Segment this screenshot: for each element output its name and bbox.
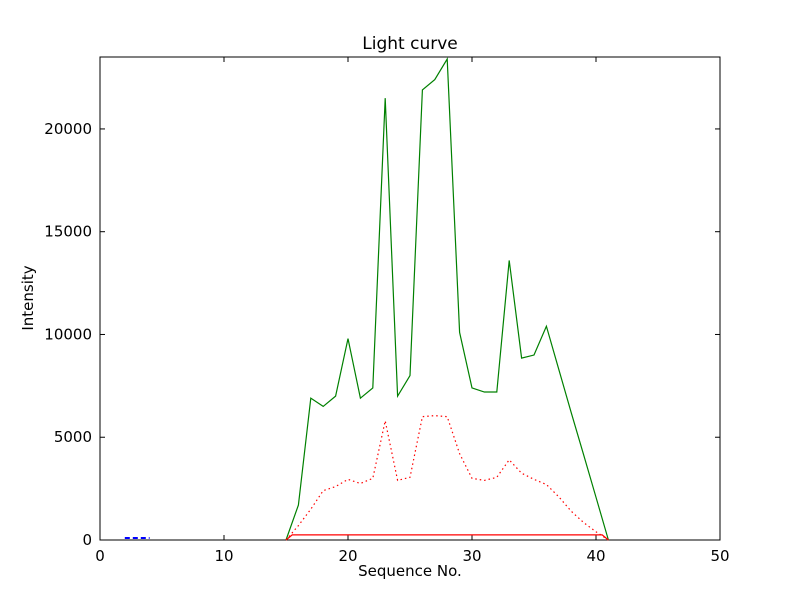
y-tick-label: 15000 (44, 223, 92, 241)
chart-title: Light curve (362, 34, 458, 54)
y-tick-label: 10000 (44, 325, 92, 343)
axes-frame (99, 56, 721, 541)
y-tick-label: 20000 (44, 120, 92, 138)
y-tick-label: 5000 (54, 428, 92, 446)
x-axis-label: Sequence No. (358, 562, 462, 580)
x-tick-label: 0 (95, 547, 105, 565)
series-secondary-light-curve-dotted (285, 415, 609, 541)
x-tick-label: 30 (462, 547, 481, 565)
y-tick-label: 0 (82, 531, 92, 549)
x-tick-label: 50 (710, 547, 729, 565)
x-tick-label: 40 (586, 547, 605, 565)
series-background-level-line (285, 534, 609, 541)
series-main-light-curve (285, 57, 609, 541)
x-tick-label: 10 (214, 547, 233, 565)
x-tick-label: 20 (338, 547, 357, 565)
